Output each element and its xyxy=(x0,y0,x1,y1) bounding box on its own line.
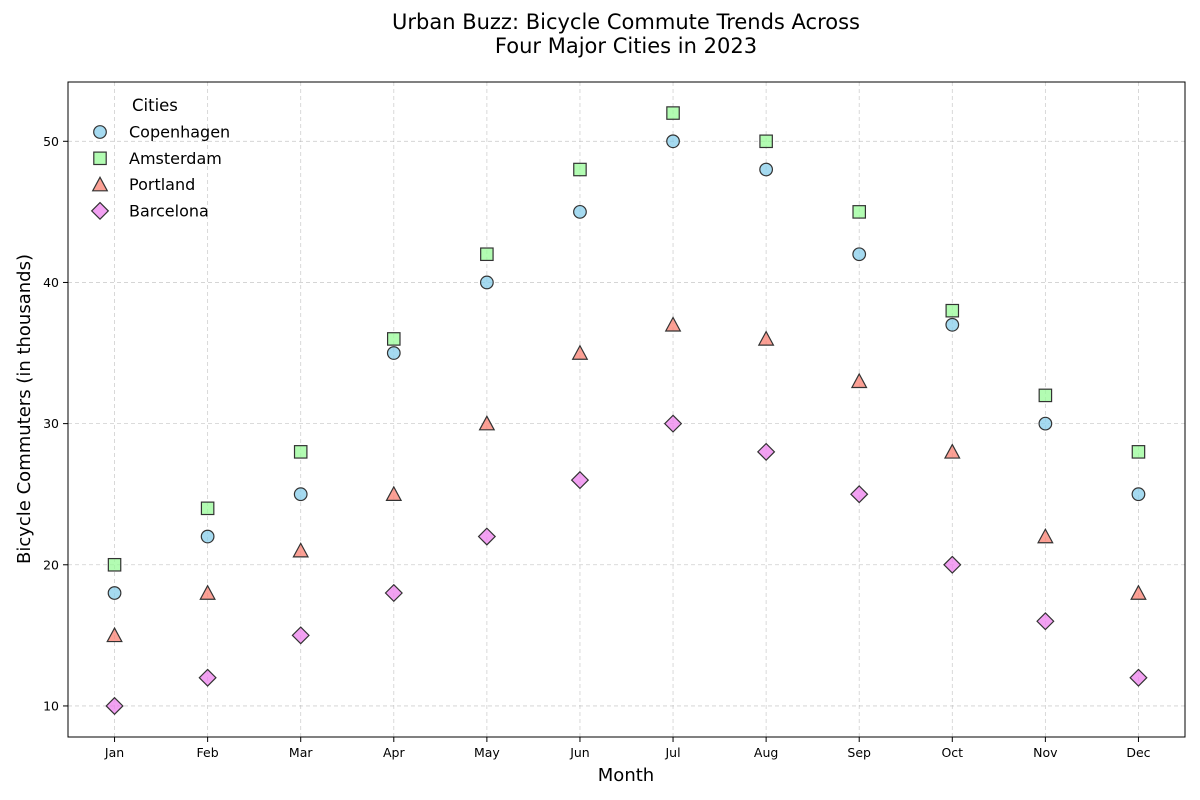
y-tick-label: 40 xyxy=(43,275,59,290)
legend-label-barcelona: Barcelona xyxy=(129,201,209,220)
x-tick-label: Feb xyxy=(197,745,219,760)
point-copenhagen xyxy=(1131,487,1146,502)
legend-marker-amsterdam xyxy=(93,151,107,166)
point-barcelona xyxy=(198,668,217,687)
legend-label-copenhagen: Copenhagen xyxy=(129,123,230,142)
point-copenhagen xyxy=(852,247,867,262)
point-barcelona xyxy=(477,527,497,546)
point-amsterdam xyxy=(1038,388,1053,403)
point-amsterdam xyxy=(1131,445,1146,459)
y-tick-label: 20 xyxy=(43,557,59,572)
x-tick-label: Jan xyxy=(104,745,124,760)
legend-title: Cities xyxy=(132,96,178,115)
point-portland xyxy=(199,584,216,600)
point-copenhagen xyxy=(293,487,308,502)
legend-marker-copenhagen xyxy=(93,125,107,139)
point-copenhagen xyxy=(573,204,587,219)
plot-frame xyxy=(67,81,1186,738)
point-amsterdam xyxy=(573,162,587,177)
y-tick-label: 10 xyxy=(43,698,59,713)
x-tick-label: Jul xyxy=(664,745,680,760)
legend: Cities Copenhagen Amsterdam Portland Barcelo… xyxy=(90,96,230,221)
point-barcelona xyxy=(943,555,962,574)
point-portland xyxy=(385,485,403,502)
point-barcelona xyxy=(384,583,403,603)
point-copenhagen xyxy=(107,586,122,600)
x-tick-label: Nov xyxy=(1033,745,1058,760)
point-amsterdam xyxy=(200,501,215,516)
legend-marker-barcelona xyxy=(90,201,110,221)
y-tick-label: 30 xyxy=(43,416,59,431)
marks-layer xyxy=(105,106,1148,716)
point-portland xyxy=(1037,527,1054,544)
point-portland xyxy=(106,626,123,643)
point-copenhagen xyxy=(1038,416,1053,431)
x-tick-label: Sep xyxy=(847,745,871,760)
legend-marker-portland xyxy=(91,176,109,192)
x-tick-label: Oct xyxy=(941,745,963,760)
chart-title: Urban Buzz: Bicycle Commute Trends Acros… xyxy=(392,10,860,58)
point-portland xyxy=(757,330,775,346)
series-copenhagen xyxy=(107,134,1146,600)
point-amsterdam xyxy=(107,557,122,572)
point-portland xyxy=(664,316,682,332)
point-amsterdam xyxy=(293,445,308,459)
point-copenhagen xyxy=(479,275,494,290)
point-portland xyxy=(571,344,589,360)
point-amsterdam xyxy=(666,106,680,120)
point-copenhagen xyxy=(945,317,960,332)
y-tick-label: 50 xyxy=(43,134,59,149)
series-portland xyxy=(106,316,1147,643)
series-amsterdam xyxy=(107,106,1146,572)
point-copenhagen xyxy=(386,346,401,360)
x-tick-label: Jun xyxy=(569,745,590,760)
point-amsterdam xyxy=(852,205,867,219)
axes-layer: Jan Feb Mar Apr May Jun Jul Aug Sep Oct Nov Dec 10 20… xyxy=(43,81,1186,760)
point-portland xyxy=(1130,584,1147,600)
x-tick-label: Mar xyxy=(289,745,313,760)
point-portland xyxy=(292,542,310,558)
point-portland xyxy=(478,415,496,431)
x-tick-label: May xyxy=(474,745,500,760)
point-amsterdam xyxy=(386,332,401,346)
point-barcelona xyxy=(291,626,310,645)
point-barcelona xyxy=(663,414,683,433)
series-barcelona xyxy=(105,414,1148,716)
point-amsterdam xyxy=(480,247,494,262)
x-tick-label: Aug xyxy=(754,745,778,760)
x-axis-label: Month xyxy=(598,765,654,786)
point-barcelona xyxy=(1129,668,1148,687)
grid-layer xyxy=(68,82,1185,737)
point-copenhagen xyxy=(666,134,680,149)
point-portland xyxy=(943,443,961,459)
point-barcelona xyxy=(850,485,869,504)
x-tick-label: Dec xyxy=(1126,745,1150,760)
point-amsterdam xyxy=(945,303,960,318)
y-axis-label: Bicycle Commuters (in thousands) xyxy=(14,254,35,564)
point-portland xyxy=(850,372,868,389)
point-copenhagen xyxy=(759,162,774,177)
point-barcelona xyxy=(1036,612,1055,631)
point-barcelona xyxy=(105,696,124,716)
x-tick-label: Apr xyxy=(383,745,405,760)
point-copenhagen xyxy=(200,529,215,544)
legend-label-amsterdam: Amsterdam xyxy=(129,149,222,168)
point-amsterdam xyxy=(759,134,773,149)
legend-label-portland: Portland xyxy=(129,175,195,194)
point-barcelona xyxy=(570,470,590,490)
point-barcelona xyxy=(756,442,776,461)
